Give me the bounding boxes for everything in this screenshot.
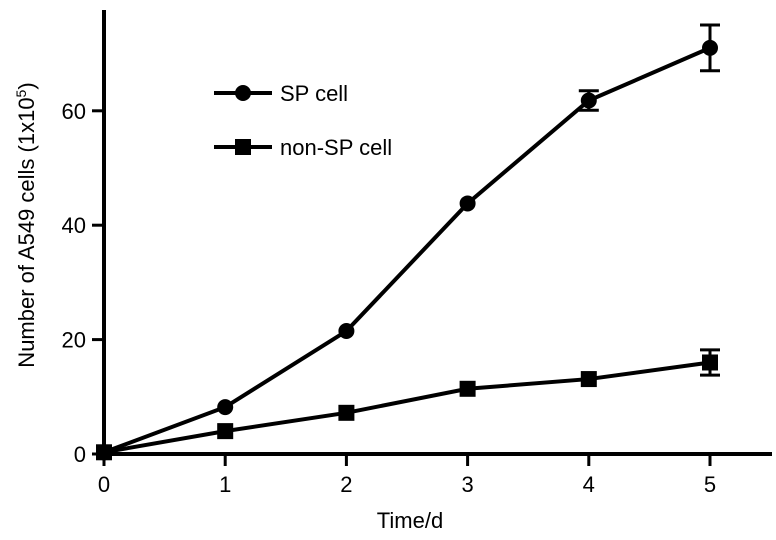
- x-tick-label: 5: [704, 472, 716, 497]
- data-point-circle: [580, 92, 597, 109]
- legend-item-sp-cell: SP cell: [214, 81, 348, 106]
- data-point-square: [580, 371, 597, 388]
- y-tick-label: 60: [62, 99, 86, 124]
- data-point-square: [702, 354, 718, 371]
- series-sp-cell: [96, 23, 720, 461]
- y-axis-title: Number of A549 cells (1x105): [13, 82, 39, 367]
- data-point-square: [217, 423, 234, 440]
- y-axis-title-close: ): [14, 82, 39, 89]
- legend-marker-square: [235, 139, 251, 155]
- data-point-circle: [217, 399, 234, 416]
- series-layer: [96, 23, 720, 461]
- data-point-circle: [702, 39, 718, 56]
- legend-label: non-SP cell: [280, 135, 392, 160]
- legend: SP cell non-SP cell: [214, 81, 392, 160]
- x-tick-label: 2: [340, 472, 352, 497]
- y-axis-title-main: Number of A549 cells (1x10: [14, 97, 39, 367]
- x-tick-label: 4: [583, 472, 595, 497]
- x-tick-label: 0: [98, 472, 110, 497]
- x-tick-label: 3: [461, 472, 473, 497]
- series-non-sp-cell: [96, 348, 720, 461]
- y-axis-title-superscript: 5: [13, 89, 29, 97]
- legend-item-non-sp-cell: non-SP cell: [214, 135, 392, 160]
- legend-label: SP cell: [280, 81, 348, 106]
- y-tick-label: 0: [74, 442, 86, 467]
- y-tick-label: 40: [62, 213, 86, 238]
- x-axis-title: Time/d: [377, 508, 443, 533]
- series-line: [103, 360, 711, 455]
- x-tick-label: 1: [219, 472, 231, 497]
- data-point-square: [338, 404, 355, 421]
- data-point-circle: [459, 195, 476, 212]
- y-tick-label: 20: [62, 328, 86, 353]
- axes: 0 1 2 3 4 5 0 20 40 60: [62, 10, 772, 497]
- series-line: [103, 46, 711, 455]
- legend-marker-circle: [235, 85, 251, 101]
- data-point-circle: [338, 323, 355, 340]
- data-point-square: [96, 444, 112, 461]
- data-point-square: [459, 380, 476, 397]
